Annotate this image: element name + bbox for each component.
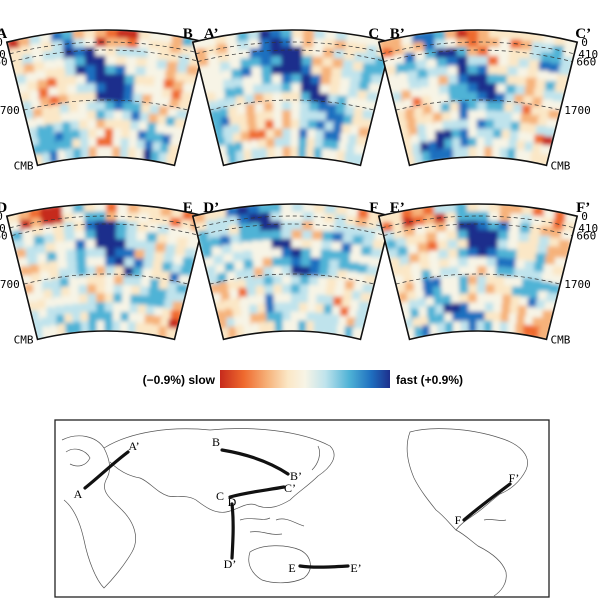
map-profile-e: E E’: [288, 561, 361, 575]
coastline: [61, 435, 136, 589]
depth-line: [9, 41, 203, 55]
depth-line: [395, 99, 561, 111]
profile-start-label: A: [0, 26, 7, 42]
depth-label: 660: [0, 56, 8, 69]
tomography-field: [192, 30, 392, 166]
map-profile-end-label: C’: [284, 481, 296, 495]
depth-line: [23, 99, 189, 111]
depth-label: 0: [581, 36, 588, 49]
profile-line: [298, 564, 350, 569]
panel-b: B B’: [183, 26, 405, 167]
depth-label: 660: [576, 56, 596, 69]
depth-line: [383, 223, 573, 236]
tomography-field: [378, 204, 578, 340]
map-profile-end-label: F’: [509, 471, 520, 485]
depth-label: CMB: [14, 159, 34, 172]
profile-start-label: C: [368, 26, 379, 42]
depth-label: CMB: [550, 333, 570, 346]
depth-line: [195, 215, 389, 229]
depth-line: [381, 215, 575, 229]
depth-label: 0: [0, 210, 3, 223]
depth-label: CMB: [14, 333, 34, 346]
coastline: [65, 448, 91, 467]
depth-label: 410: [0, 48, 6, 61]
profile-start-label: B: [183, 26, 193, 42]
depth-label: 0: [581, 210, 588, 223]
profile-line: [220, 448, 290, 476]
map-profile-start-label: F: [455, 513, 462, 527]
profile-end-label: F’: [576, 200, 590, 216]
profile-line: [83, 450, 130, 490]
colorbar-gradient: [220, 370, 390, 388]
tomography-field: [378, 30, 578, 166]
colorbar: (−0.9%) slow fast (+0.9%): [143, 370, 463, 388]
depth-label: 1700: [0, 278, 20, 291]
depth-line: [11, 223, 201, 236]
map-profile-a: A A’: [74, 439, 140, 501]
map-profile-b: B B’: [212, 435, 302, 483]
depth-line: [197, 223, 387, 236]
coastline: [248, 545, 311, 584]
depth-line: [9, 215, 203, 229]
profile-end-label: C’: [575, 26, 591, 42]
coastline: [455, 529, 507, 597]
profile-line: [462, 482, 512, 522]
tomography-field: [6, 30, 206, 166]
depth-label: 1700: [564, 104, 591, 117]
depth-label: 410: [0, 222, 6, 235]
depth-line: [23, 273, 189, 285]
map-profile-start-label: B: [212, 435, 220, 449]
depth-label: 1700: [564, 278, 591, 291]
depth-line: [209, 99, 375, 111]
colorbar-fast-label: fast (+0.9%): [396, 373, 463, 387]
coastline: [239, 517, 305, 535]
map-profile-end-label: E’: [350, 561, 361, 575]
depth-label: 0: [0, 36, 3, 49]
panel-outline: [377, 29, 579, 167]
location-map: A A’ B B’ C C’ D D’ E E’ F F’: [54, 419, 550, 598]
map-profile-start-label: A: [74, 487, 83, 501]
depth-line: [381, 41, 575, 55]
tomography-field: [192, 204, 392, 340]
coastline: [103, 428, 335, 513]
depth-line: [383, 49, 573, 62]
map-profile-start-label: D: [228, 495, 237, 509]
depth-label: CMB: [550, 159, 570, 172]
depth-label: 410: [578, 222, 598, 235]
map-profile-start-label: C: [216, 489, 224, 503]
colorbar-slow-label: (−0.9%) slow: [143, 373, 216, 387]
map-profile-start-label: E: [288, 561, 295, 575]
coastline: [483, 519, 507, 521]
map-profile-c: C C’: [216, 481, 296, 503]
profile-start-label: D: [0, 200, 7, 216]
depth-line: [195, 41, 389, 55]
coastline: [311, 445, 320, 471]
profile-line: [230, 502, 235, 560]
profile-start-label: F: [369, 200, 378, 216]
map-profile-d: D D’: [224, 495, 237, 571]
profile-line: [228, 485, 286, 499]
depth-line: [209, 273, 375, 285]
panel-e: E E’: [183, 200, 405, 341]
map-profile-end-label: A’: [128, 439, 139, 453]
map-profile-f: F F’: [455, 471, 520, 527]
coastline: [406, 428, 528, 531]
tomography-field: [6, 204, 206, 340]
depth-label: 660: [576, 230, 596, 243]
panel-outline: [377, 203, 579, 341]
depth-line: [11, 49, 201, 62]
depth-label: 1700: [0, 104, 20, 117]
depth-line: [395, 273, 561, 285]
profile-start-label: E: [183, 200, 193, 216]
map-profile-end-label: D’: [224, 557, 237, 571]
depth-label: 660: [0, 230, 8, 243]
map-profile-end-label: B’: [290, 469, 302, 483]
depth-line: [197, 49, 387, 62]
depth-label: 410: [578, 48, 598, 61]
